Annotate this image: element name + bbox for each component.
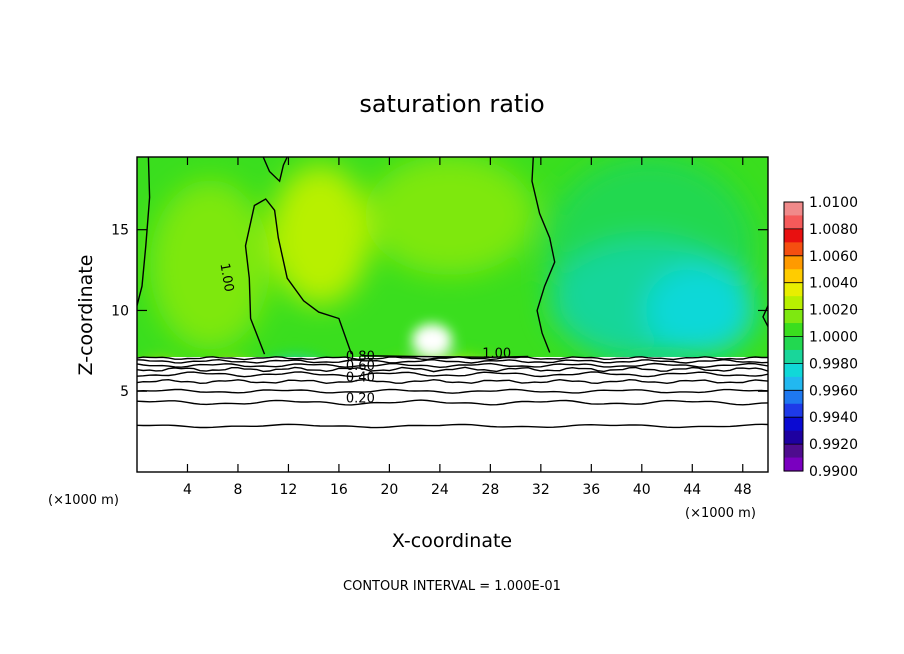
contour-label: 0.80: [346, 350, 375, 365]
x-tick-label: 20: [380, 482, 398, 498]
colorbar-swatch: [784, 457, 803, 472]
x-tick-label: 36: [582, 482, 600, 498]
colorbar-swatch: [784, 390, 803, 405]
colorbar-label: 0.9900: [809, 464, 858, 480]
y-axis-label: Z-coordinate: [75, 255, 97, 376]
colorbar-label: 1.0080: [809, 222, 858, 238]
contour-line: [137, 378, 768, 385]
colorbar-swatch: [784, 255, 803, 270]
contour-label: 1.00: [482, 346, 511, 361]
colorbar-swatch: [784, 336, 803, 351]
colorbar-swatch: [784, 363, 803, 378]
y-axis: 5 10 15: [111, 223, 768, 400]
contour-line: [137, 362, 768, 369]
y-tick-label: 15: [111, 223, 129, 239]
plot-frame: [136, 156, 769, 473]
x-axis-label: X-coordinate: [392, 530, 512, 552]
colorbar-swatch: [784, 417, 803, 432]
contour-line: [137, 399, 768, 406]
x-tick-label: 44: [683, 482, 701, 498]
colorbar-swatch: [784, 309, 803, 324]
x-tick-label: 16: [330, 482, 348, 498]
x-tick-label: 48: [734, 482, 752, 498]
chart-title: saturation ratio: [359, 90, 544, 118]
contour-line: [137, 157, 151, 306]
colorbar-swatch: [784, 228, 803, 243]
contour-label: 0.20: [346, 392, 375, 407]
colorbar-label: 0.9940: [809, 410, 858, 426]
contour-line: [262, 157, 288, 183]
x-tick-label: 28: [481, 482, 499, 498]
contour-labels: 1.00 1.00 0.800.600.40 0.20: [216, 262, 511, 407]
colorbar-label: 1.0020: [809, 303, 858, 319]
colorbar-swatch: [784, 403, 803, 418]
x-tick-label: 24: [431, 482, 449, 498]
contour-line: [137, 388, 768, 394]
x-tick-label: 40: [633, 482, 651, 498]
colorbar-swatch: [784, 282, 803, 297]
contour-line: [762, 305, 768, 327]
colorbar-swatch: [784, 323, 803, 338]
contour-line: [531, 157, 556, 353]
colorbar-label: 1.0100: [809, 195, 858, 211]
colorbar-label: 0.9980: [809, 356, 858, 372]
x-tick-label: 12: [280, 482, 298, 498]
contour-interval-note: CONTOUR INTERVAL = 1.000E-01: [343, 579, 561, 594]
contour-line: [137, 371, 768, 378]
colorbar-label: 0.9920: [809, 437, 858, 453]
colorbar-swatch: [784, 215, 803, 230]
plot-area: 1.00 1.00 0.800.600.40 0.20: [137, 157, 768, 472]
contour-label: 0.40: [346, 371, 375, 386]
x-tick-label: 32: [532, 482, 550, 498]
colorbar-label: 1.0000: [809, 330, 858, 346]
x-axis: 4 8 12 16 20 24 28 32 36 40 44 48: [183, 157, 752, 498]
colorbar-label: 1.0060: [809, 249, 858, 265]
colorbar-swatch: [784, 202, 803, 217]
contour-lines: [137, 157, 768, 429]
colorbar-swatch: [784, 242, 803, 257]
colorbar-swatch: [784, 444, 803, 459]
colorbar-label: 1.0040: [809, 276, 858, 292]
colorbar-label: 0.9960: [809, 383, 858, 399]
contour-label: 1.00: [216, 262, 236, 293]
x-tick-label: 8: [233, 482, 242, 498]
y-tick-label: 5: [120, 384, 129, 400]
colorbar-swatch: [784, 430, 803, 445]
colorbar-swatch: [784, 349, 803, 364]
x-unit-left: (×1000 m): [48, 493, 119, 508]
contour-line: [137, 423, 768, 429]
contour-line: [137, 358, 768, 364]
contour-label: 0.60: [346, 359, 375, 374]
contour-line: [137, 366, 768, 373]
colorbar-swatch: [784, 296, 803, 311]
colorbar: 1.0100 1.0080 1.0060 1.0040 1.0020 1.0000 0.99…: [783, 195, 858, 480]
y-tick-label: 10: [111, 303, 129, 319]
colorbar-swatch: [784, 269, 803, 284]
x-unit-right: (×1000 m): [685, 506, 756, 521]
contour-line: [244, 198, 353, 355]
contour-line: [361, 355, 529, 359]
colorbar-swatch: [784, 376, 803, 391]
x-tick-label: 4: [183, 482, 192, 498]
